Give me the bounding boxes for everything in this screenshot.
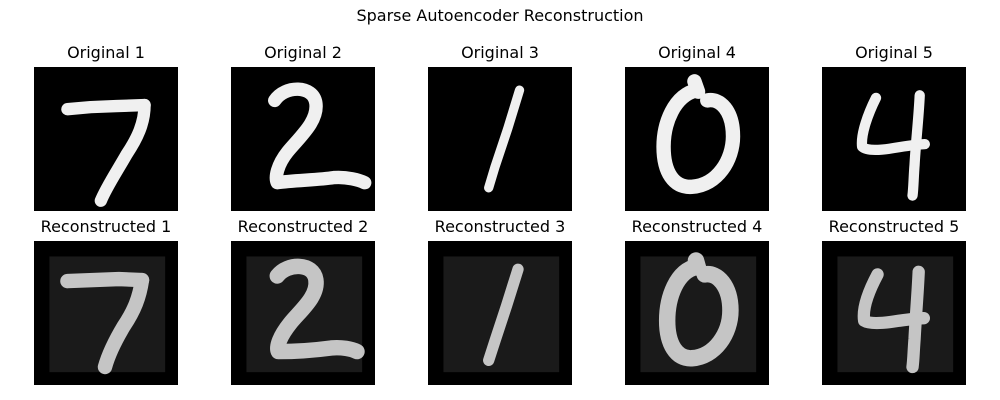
original-title-5: Original 5 [855, 43, 933, 62]
original-digit-4-image [822, 67, 966, 211]
reconstructed-title-1: Reconstructed 1 [40, 217, 172, 236]
reconstructed-digit-7-image [34, 241, 178, 385]
original-title-2: Original 2 [264, 43, 342, 62]
reconstructed-digit-2-image [231, 241, 375, 385]
reconstructed-digit-1-image [428, 241, 572, 385]
figure-title: Sparse Autoencoder Reconstruction [356, 6, 644, 25]
reconstructed-digit-0-image [625, 241, 769, 385]
original-title-3: Original 3 [461, 43, 539, 62]
original-digit-1-image [428, 67, 572, 211]
original-title-1: Original 1 [67, 43, 145, 62]
original-title-4: Original 4 [658, 43, 736, 62]
reconstructed-title-3: Reconstructed 3 [434, 217, 566, 236]
reconstructed-title-5: Reconstructed 5 [828, 217, 960, 236]
original-digit-7-image [34, 67, 178, 211]
original-digit-0-image [625, 67, 769, 211]
reconstructed-title-2: Reconstructed 2 [237, 217, 369, 236]
original-digit-2-image [231, 67, 375, 211]
reconstructed-title-4: Reconstructed 4 [631, 217, 763, 236]
reconstructed-digit-4-image [822, 241, 966, 385]
